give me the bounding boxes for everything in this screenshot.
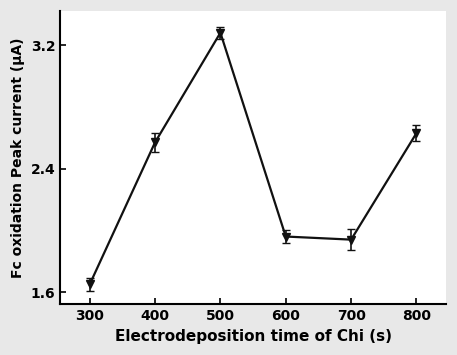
Y-axis label: Fc oxidation Peak current (μA): Fc oxidation Peak current (μA) <box>11 38 25 278</box>
X-axis label: Electrodeposition time of Chi (s): Electrodeposition time of Chi (s) <box>115 329 392 344</box>
